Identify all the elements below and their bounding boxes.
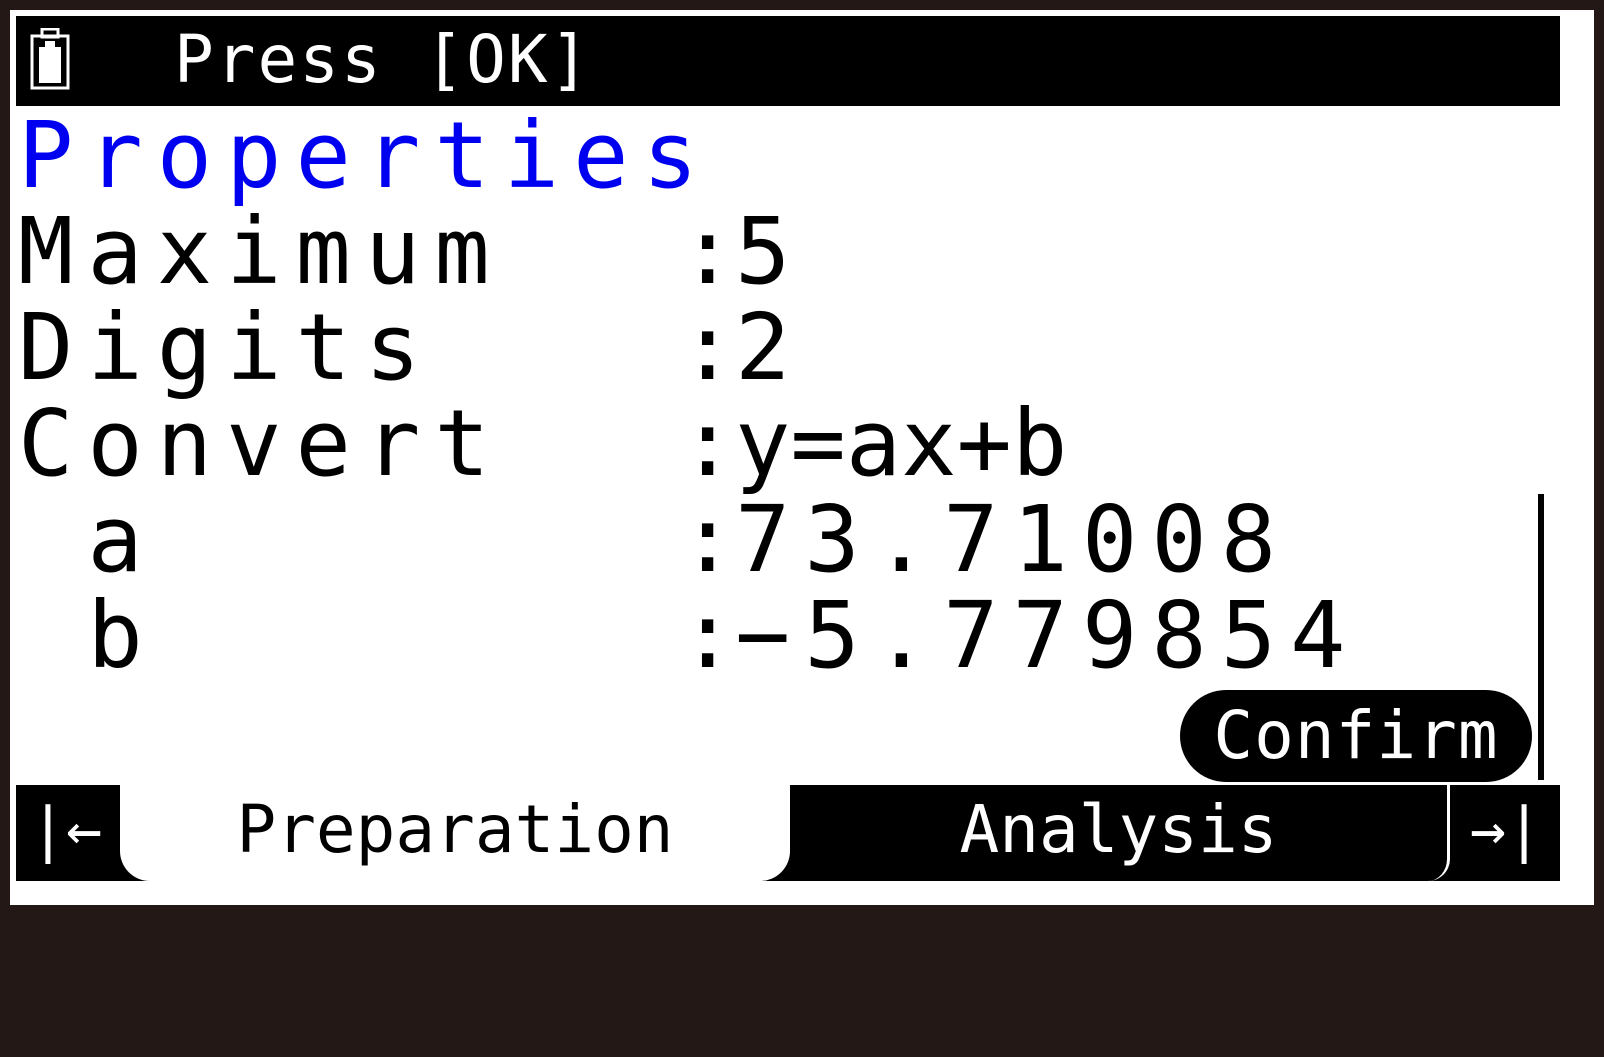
prev-tab-icon[interactable]: |← [29,795,103,865]
status-bar: Press [OK] [16,16,1560,106]
property-row-a[interactable]: a : 73.71008 [18,494,1518,586]
separator: : [680,294,750,401]
property-value: 5 [735,198,805,305]
calculator-screen: Press [OK] Properties Maximum : 5 Digits… [10,10,1594,905]
property-value: 2 [735,294,805,401]
separator: : [680,486,750,593]
property-label: Digits [18,294,435,401]
property-label: Convert [18,390,504,497]
property-value: 73.71008 [735,486,1291,593]
next-tab-icon[interactable]: →| [1469,795,1543,865]
tab-preparation[interactable]: Preparation [120,785,790,881]
separator: : [680,582,750,689]
property-label: b [18,582,157,689]
property-row-b[interactable]: b : −5.779854 [18,590,1518,682]
property-row-convert[interactable]: Convert : y=ax+b [18,398,1518,490]
separator: : [680,390,750,497]
confirm-button[interactable]: Confirm [1180,690,1532,782]
property-value: y=ax+b [735,390,1068,497]
tab-bar: |← Preparation Analysis →| [16,785,1560,881]
property-row-maximum[interactable]: Maximum : 5 [18,206,1518,298]
property-row-digits[interactable]: Digits : 2 [18,302,1518,394]
separator: : [680,198,750,305]
tab-analysis[interactable]: Analysis [790,785,1450,881]
battery-full-icon [30,28,70,90]
page-title: Properties [18,102,712,209]
scrollbar[interactable] [1538,494,1544,780]
property-label: Maximum [18,198,504,305]
property-label: a [18,486,157,593]
property-value: −5.779854 [735,582,1360,689]
status-message: Press [OK] [174,21,592,98]
